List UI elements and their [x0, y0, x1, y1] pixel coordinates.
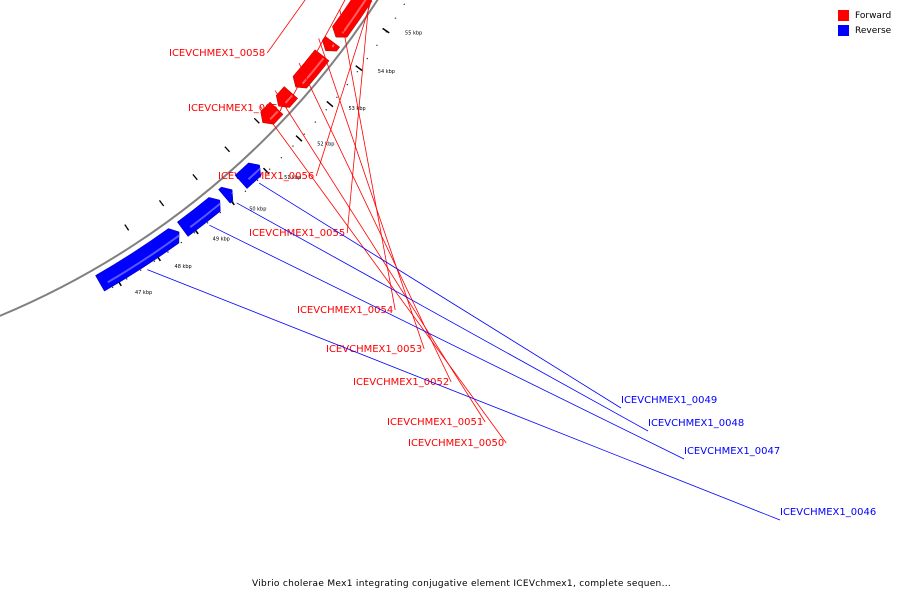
gene-label-icevchmex1_0056[interactable]: ICEVCHMEX1_0056	[218, 171, 314, 182]
gene-arc-icevchmex1_0051[interactable]	[275, 86, 299, 108]
leader-line-icevchmex1_0047	[209, 224, 685, 460]
leader-line-icevchmex1_0050	[259, 106, 507, 444]
legend: Forward Reverse	[838, 8, 891, 38]
tick-label-47: 47 kbp	[135, 290, 152, 296]
forward-swatch	[838, 10, 849, 21]
inner-tick	[224, 146, 231, 153]
gene-arc-icevchmex1_0046[interactable]	[95, 228, 180, 292]
tick-label-50: 50 kbp	[249, 207, 266, 213]
inner-tick	[192, 173, 198, 181]
gene-arc-icevchmex1_0053[interactable]	[322, 35, 341, 52]
leader-line-icevchmex1_0054	[339, 9, 396, 311]
gene-label-icevchmex1_0050[interactable]: ICEVCHMEX1_0050	[408, 438, 504, 449]
gene-highlight	[247, 167, 262, 180]
gene-label-icevchmex1_0048[interactable]: ICEVCHMEX1_0048	[648, 418, 744, 429]
gene-label-icevchmex1_0051[interactable]: ICEVCHMEX1_0051	[387, 417, 483, 428]
gene-highlight	[284, 94, 293, 104]
legend-forward: Forward	[838, 8, 891, 23]
gene-highlight	[231, 192, 234, 195]
leader-line-icevchmex1_0049	[258, 182, 622, 409]
tick-label-53: 53 kbp	[348, 106, 365, 112]
map-caption: Vibrio cholerae Mex1 integrating conjuga…	[252, 579, 672, 589]
leader-line-icevchmex1_0058	[266, 0, 306, 54]
inner-tick	[158, 199, 165, 207]
gene-label-icevchmex1_0053[interactable]: ICEVCHMEX1_0053	[326, 344, 422, 355]
tick-label-49: 49 kbp	[213, 236, 230, 242]
gene-arc-icevchmex1_0052[interactable]	[292, 49, 330, 89]
gene-label-icevchmex1_0057[interactable]: ICEVCHMEX1_0057	[188, 103, 284, 114]
gene-highlight	[301, 57, 325, 85]
inner-tick	[253, 117, 260, 124]
tick-mark-54	[355, 65, 363, 72]
leader-line-icevchmex1_0053	[318, 38, 425, 350]
tick-mark-52	[295, 135, 303, 142]
gene-label-icevchmex1_0046[interactable]: ICEVCHMEX1_0046	[780, 507, 876, 518]
gene-highlight	[107, 234, 181, 284]
gene-label-icevchmex1_0049[interactable]: ICEVCHMEX1_0049	[621, 395, 717, 406]
legend-forward-label: Forward	[855, 10, 892, 21]
legend-reverse-label: Reverse	[855, 25, 892, 36]
legend-reverse: Reverse	[838, 23, 891, 38]
gene-label-icevchmex1_0055[interactable]: ICEVCHMEX1_0055	[249, 228, 345, 239]
tick-mark-55	[382, 27, 390, 34]
gene-label-icevchmex1_0052[interactable]: ICEVCHMEX1_0052	[353, 377, 449, 388]
gene-highlight	[331, 44, 335, 48]
gene-arc-icevchmex1_0048[interactable]	[218, 186, 234, 204]
leader-line-icevchmex1_0056	[315, 0, 372, 177]
gene-arc-icevchmex1_0050[interactable]	[260, 101, 284, 125]
leader-line-icevchmex1_0046	[147, 269, 781, 521]
tick-mark-53	[326, 100, 334, 108]
gene-arc-icevchmex1_0049[interactable]	[234, 162, 262, 189]
gene-label-icevchmex1_0047[interactable]: ICEVCHMEX1_0047	[684, 446, 780, 457]
gene-highlight	[341, 0, 367, 34]
tick-label-51: 51 kbp	[284, 175, 301, 181]
tick-mark-51	[262, 167, 270, 175]
gene-label-icevchmex1_0058[interactable]: ICEVCHMEX1_0058	[169, 48, 265, 59]
tick-label-48: 48 kbp	[175, 264, 192, 270]
tick-label-55: 55 kbp	[405, 30, 422, 36]
gene-highlight	[189, 202, 222, 228]
tick-label-54: 54 kbp	[378, 69, 395, 75]
gene-arc-icevchmex1_0047[interactable]	[176, 197, 221, 237]
inner-tick	[124, 224, 130, 231]
leader-line-icevchmex1_0051	[274, 90, 486, 423]
leader-line-icevchmex1_0048	[236, 202, 649, 432]
minor-tick-dots	[111, 3, 405, 289]
gene-label-icevchmex1_0054[interactable]: ICEVCHMEX1_0054	[297, 305, 393, 316]
reverse-swatch	[838, 25, 849, 36]
